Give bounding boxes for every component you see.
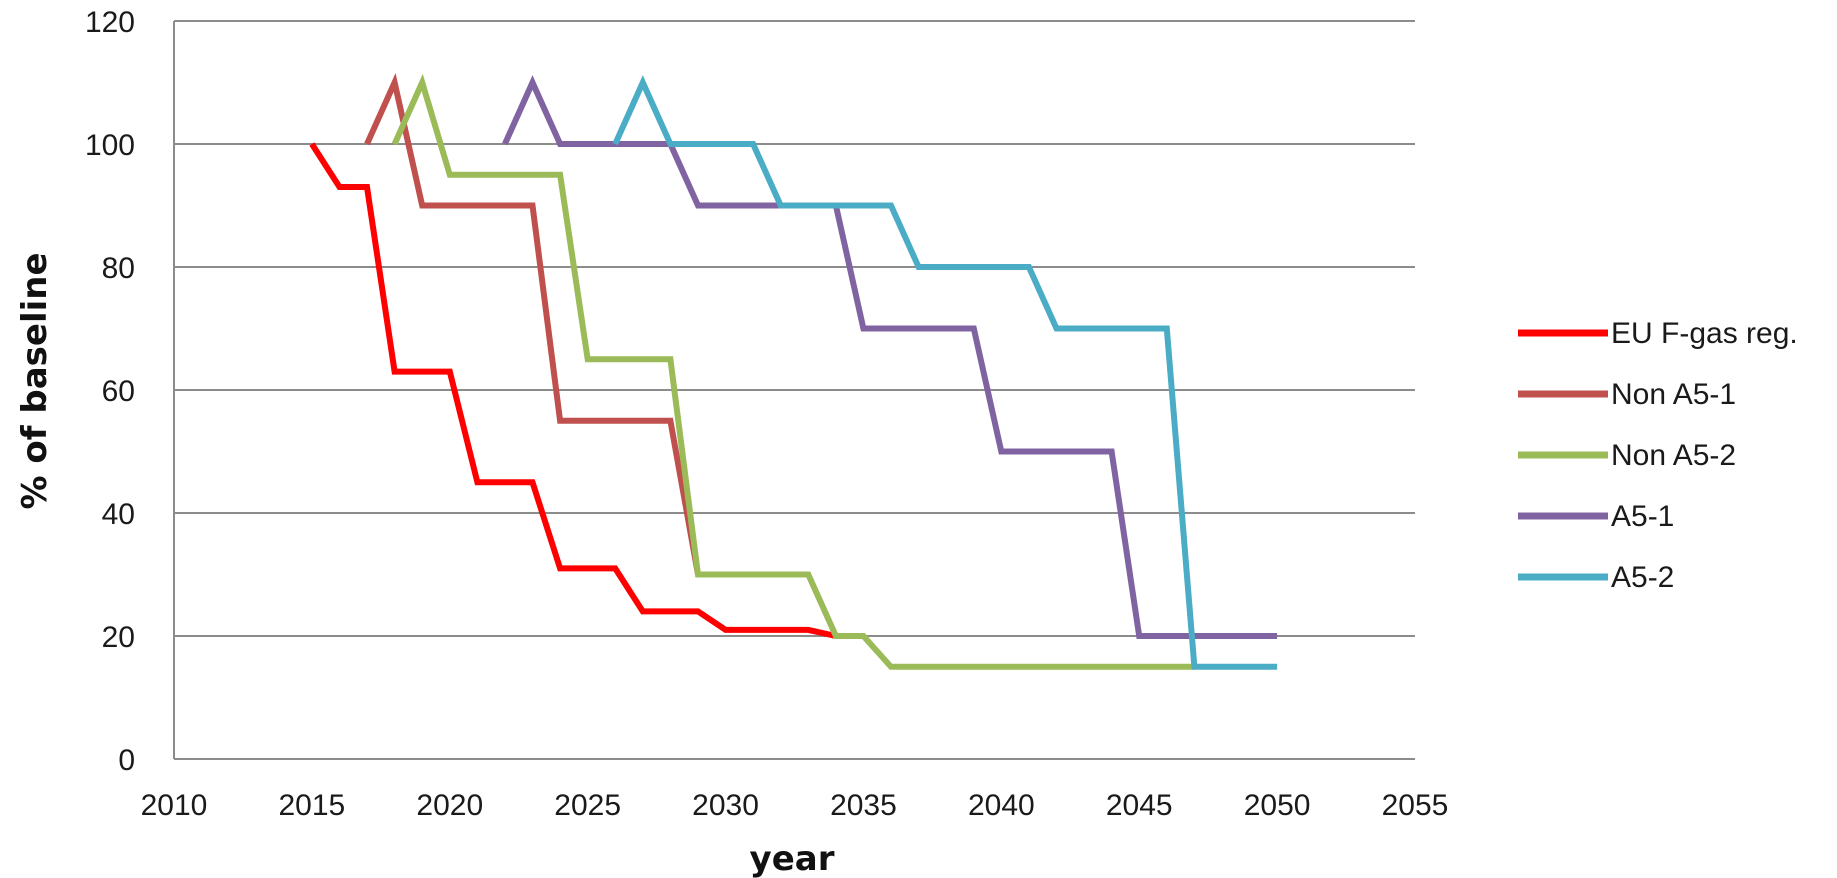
y-tick-label: 20 [102,621,135,654]
legend-label: A5-2 [1611,561,1674,594]
y-tick-label: 40 [102,498,135,531]
x-tick-label: 2010 [141,789,208,822]
x-tick-label: 2035 [830,789,897,822]
series-line-1 [309,142,837,639]
y-tick-labels: 0 20 40 60 80 100 120 [85,6,135,777]
legend-label: A5-1 [1611,500,1674,533]
series-line-2 [364,73,701,576]
x-tick-label: 2025 [554,789,621,822]
x-tick-label: 2015 [279,789,346,822]
axes [173,21,1415,760]
series-line-4 [502,75,1278,639]
series-line-5 [612,75,1278,670]
y-tick-label: 120 [85,6,135,39]
x-tick-label: 2020 [416,789,483,822]
x-axis-title: year [750,839,835,878]
legend-label: Non A5-2 [1611,439,1736,472]
y-tick-label: 80 [102,252,135,285]
x-tick-label: 2050 [1244,789,1311,822]
legend-label: Non A5-1 [1611,378,1736,411]
y-tick-label: 100 [85,129,135,162]
legend: EU F-gas reg. Non A5-1 Non A5-2 A5-1 A5-2 [1518,317,1798,594]
legend-label: EU F-gas reg. [1611,317,1798,350]
x-tick-label: 2040 [968,789,1035,822]
x-tick-label: 2045 [1106,789,1173,822]
x-tick-label: 2030 [692,789,759,822]
y-axis-title: % of baseline [15,252,55,509]
series-line-3 [391,73,1195,670]
gridlines [174,20,1415,637]
x-tick-label: 2055 [1382,789,1449,822]
y-tick-label: 0 [118,744,135,777]
series-lines [309,73,1278,670]
x-tick-labels: 2010 2015 2020 2025 2030 2035 2040 2045 2050 2055 [141,789,1449,822]
y-tick-label: 60 [102,375,135,408]
